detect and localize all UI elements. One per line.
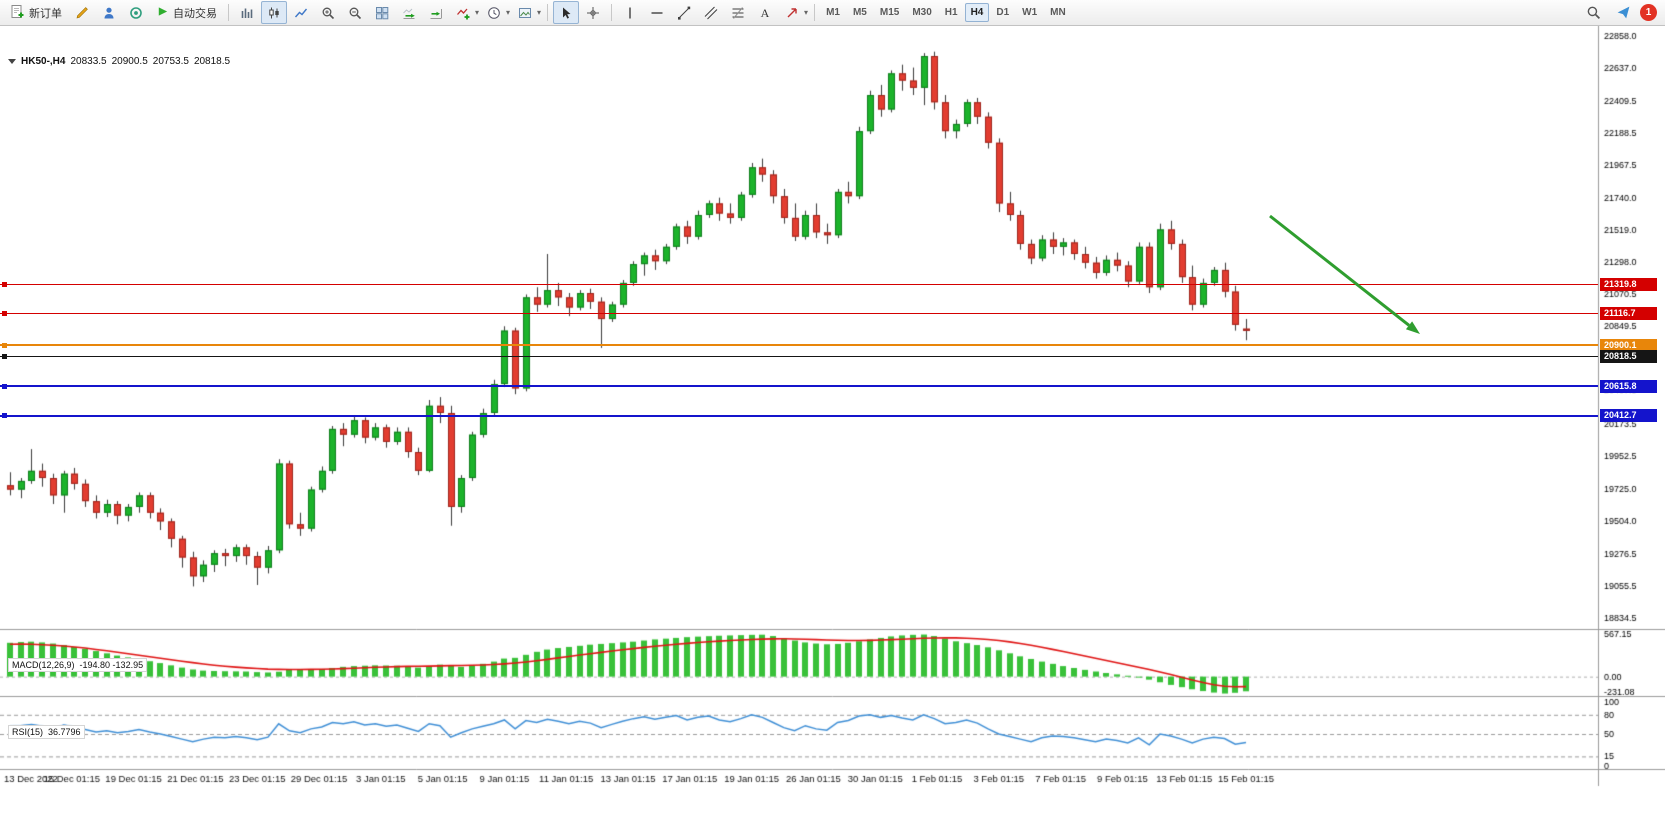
play-icon xyxy=(156,5,169,21)
close-value: 20818.5 xyxy=(193,56,231,67)
tile-windows-icon[interactable] xyxy=(369,1,395,24)
toolbar-separator xyxy=(228,4,229,21)
timeframe-d1[interactable]: D1 xyxy=(990,3,1015,22)
macd-name: MACD(12,26,9) xyxy=(12,660,75,670)
toolbar-separator xyxy=(547,4,549,21)
zoom-out-icon[interactable] xyxy=(342,1,368,24)
candlestick-icon[interactable] xyxy=(261,1,287,24)
low-value: 20753.5 xyxy=(152,56,189,67)
cursor-icon[interactable] xyxy=(553,1,580,24)
svg-text:A: A xyxy=(761,6,770,20)
templates-icon[interactable] xyxy=(512,1,538,24)
high-value: 20900.5 xyxy=(111,56,148,67)
bar-chart-icon[interactable] xyxy=(234,1,260,24)
line-chart-icon[interactable] xyxy=(288,1,314,24)
new-order-label: 新订单 xyxy=(29,7,62,20)
timeframe-m15[interactable]: M15 xyxy=(874,3,905,22)
dropdown-caret-icon[interactable]: ▾ xyxy=(475,8,480,17)
crosshair-icon[interactable] xyxy=(580,1,606,24)
chart-shift-icon[interactable] xyxy=(423,1,449,24)
timeframe-w1[interactable]: W1 xyxy=(1016,3,1043,22)
new-order-button[interactable]: 新订单 xyxy=(4,2,68,23)
timeframe-m5[interactable]: M5 xyxy=(847,3,873,22)
text-icon[interactable]: A xyxy=(752,1,778,24)
arrows-tool-icon[interactable] xyxy=(779,1,805,24)
open-value: 20833.5 xyxy=(70,56,107,67)
periods-clock-icon[interactable] xyxy=(481,1,507,24)
indicators-icon[interactable] xyxy=(450,1,476,24)
collapse-panel-icon[interactable] xyxy=(8,59,16,64)
dropdown-caret-icon[interactable]: ▾ xyxy=(804,8,809,17)
chart-ohlc-label: HK50-,H4 20833.5 20900.5 20753.5 20818.5 xyxy=(8,56,230,67)
rsi-value: 36.7796 xyxy=(48,727,81,737)
pencil-icon[interactable] xyxy=(69,1,95,24)
rsi-name: RSI(15) xyxy=(12,727,44,737)
channel-icon[interactable] xyxy=(698,1,724,24)
auto-scroll-icon[interactable] xyxy=(396,1,422,24)
horizontal-line-icon[interactable] xyxy=(644,1,670,24)
notification-badge[interactable]: 1 xyxy=(1640,4,1657,21)
auto-trading-label: 自动交易 xyxy=(173,7,217,20)
toolbar-separator xyxy=(814,4,816,21)
fibonacci-icon[interactable] xyxy=(725,1,751,24)
timeframe-h1[interactable]: H1 xyxy=(939,3,964,22)
symbol-period-label: HK50-,H4 xyxy=(21,56,66,67)
dropdown-caret-icon[interactable]: ▾ xyxy=(537,8,542,17)
new-order-icon xyxy=(10,4,25,22)
person-icon[interactable] xyxy=(96,1,122,24)
toolbar-separator xyxy=(611,4,613,21)
send-icon[interactable] xyxy=(1610,1,1636,24)
search-icon[interactable] xyxy=(1580,1,1606,24)
timeframe-m30[interactable]: M30 xyxy=(906,3,937,22)
main-toolbar: 新订单 自动交易 ▾ ▾ ▾ xyxy=(0,0,1665,26)
trendline-icon[interactable] xyxy=(671,1,697,24)
macd-indicator-label: MACD(12,26,9) -194.80 -132.95 xyxy=(8,658,148,672)
timeframe-h4[interactable]: H4 xyxy=(964,3,990,22)
vertical-line-icon[interactable] xyxy=(617,1,643,24)
rsi-indicator-label: RSI(15) 36.7796 xyxy=(8,725,85,739)
price-chart-canvas[interactable] xyxy=(0,26,1665,840)
spiral-icon[interactable] xyxy=(123,1,149,24)
dropdown-caret-icon[interactable]: ▾ xyxy=(506,8,511,17)
zoom-in-icon[interactable] xyxy=(315,1,341,24)
macd-values: -194.80 -132.95 xyxy=(79,660,144,670)
timeframe-mn[interactable]: MN xyxy=(1044,3,1072,22)
auto-trading-button[interactable]: 自动交易 xyxy=(150,2,223,23)
chart-window: HK50-,H4 20833.5 20900.5 20753.5 20818.5… xyxy=(0,26,1665,840)
timeframe-m1[interactable]: M1 xyxy=(820,3,846,22)
